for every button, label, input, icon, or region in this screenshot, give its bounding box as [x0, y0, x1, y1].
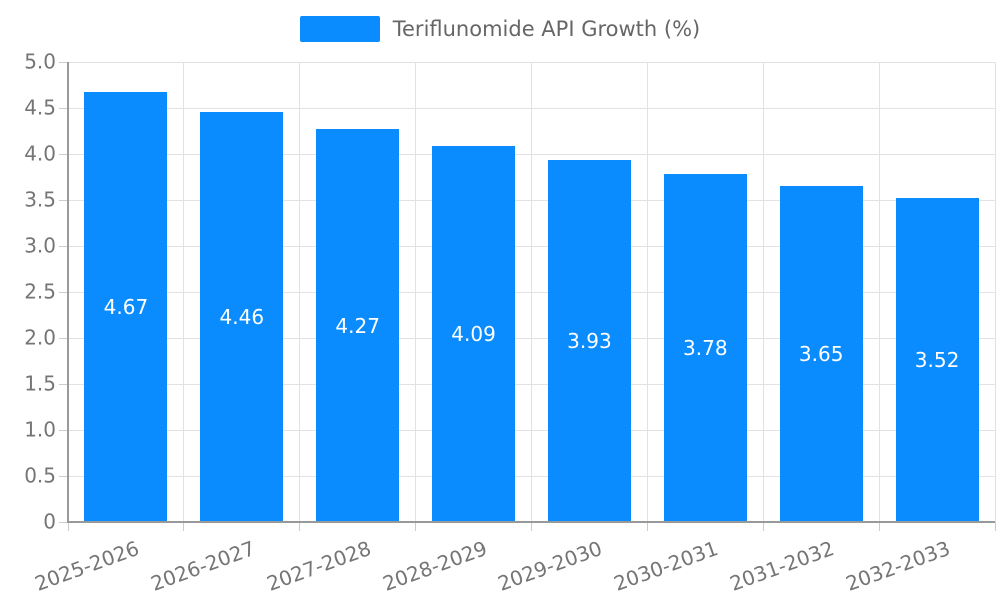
- x-axis-tick: [994, 522, 996, 531]
- legend: Teriflunomide API Growth (%): [0, 16, 1000, 42]
- x-axis-tick: [878, 522, 880, 531]
- y-axis-tick-label: 0.5: [24, 463, 56, 488]
- y-axis-tick-label: 1.5: [24, 371, 56, 396]
- y-axis-tick: [59, 337, 68, 339]
- bar-value-label: 3.52: [914, 348, 960, 373]
- x-axis-tick-label: 2032-2033: [842, 536, 954, 596]
- y-axis-tick-label: 5.0: [24, 49, 56, 74]
- bar-value-label: 4.27: [335, 313, 380, 338]
- x-axis-tick-label: 2025-2026: [31, 536, 143, 596]
- bar-value-label: 3.78: [683, 336, 728, 361]
- legend-label: Teriflunomide API Growth (%): [392, 17, 701, 41]
- bar: [432, 145, 516, 522]
- bar: [895, 198, 979, 522]
- bar-value-label: 4.46: [219, 304, 265, 329]
- bar: [663, 174, 747, 522]
- x-axis-tick-label: 2026-2027: [147, 536, 259, 596]
- x-axis-tick: [646, 522, 648, 531]
- y-axis-tick: [59, 291, 68, 293]
- gridline-vertical: [878, 62, 880, 522]
- x-axis-tick-label: 2028-2029: [379, 536, 490, 596]
- y-axis-tick: [59, 521, 68, 523]
- x-axis-tick: [183, 522, 185, 531]
- bar: [316, 129, 400, 522]
- y-axis-tick-label: 2.0: [24, 325, 56, 350]
- bar: [547, 160, 631, 522]
- x-axis-tick: [762, 522, 764, 531]
- bar-value-label: 3.93: [567, 329, 612, 354]
- y-axis-tick: [59, 383, 68, 385]
- gridline-vertical: [531, 62, 532, 522]
- bar-value-label: 4.67: [103, 295, 149, 320]
- x-axis-tick-label: 2029-2030: [494, 536, 606, 596]
- y-axis-tick-label: 3.5: [24, 187, 56, 212]
- x-axis-tick-label: 2031-2032: [726, 536, 838, 596]
- y-axis-tick-label: 0: [43, 509, 56, 534]
- gridline-vertical: [646, 62, 648, 522]
- y-axis-tick: [59, 199, 68, 201]
- gridline-vertical: [299, 62, 301, 522]
- y-axis-tick-label: 4.0: [24, 141, 56, 166]
- y-axis-tick: [59, 153, 68, 155]
- bar: [200, 111, 284, 522]
- y-axis-tick: [59, 475, 68, 477]
- y-axis-tick: [59, 107, 68, 109]
- gridline-vertical: [994, 62, 996, 522]
- y-axis-line: [67, 62, 69, 523]
- bar: [84, 92, 168, 522]
- x-axis-tick: [415, 522, 417, 531]
- bar-value-label: 3.65: [798, 342, 844, 367]
- bar-value-label: 4.09: [451, 321, 496, 346]
- x-axis-tick-label: 2027-2028: [263, 536, 374, 596]
- x-axis-tick: [531, 522, 532, 531]
- y-axis-tick-label: 4.5: [24, 95, 56, 120]
- gridline-vertical: [183, 62, 185, 522]
- x-axis-tick: [67, 522, 69, 531]
- x-axis-tick-label: 2030-2031: [610, 536, 722, 596]
- gridline-vertical: [762, 62, 764, 522]
- y-axis-tick: [59, 429, 68, 431]
- gridline-vertical: [415, 62, 417, 522]
- y-axis-tick: [59, 245, 68, 247]
- x-axis-tick: [299, 522, 301, 531]
- x-axis-line: [68, 521, 995, 523]
- y-axis-tick-label: 1.0: [24, 417, 56, 442]
- y-axis-tick-label: 3.0: [24, 233, 56, 258]
- y-axis-tick: [59, 61, 68, 63]
- bar: [779, 186, 863, 522]
- legend-swatch: [299, 16, 380, 42]
- y-axis-tick-label: 2.5: [24, 279, 56, 304]
